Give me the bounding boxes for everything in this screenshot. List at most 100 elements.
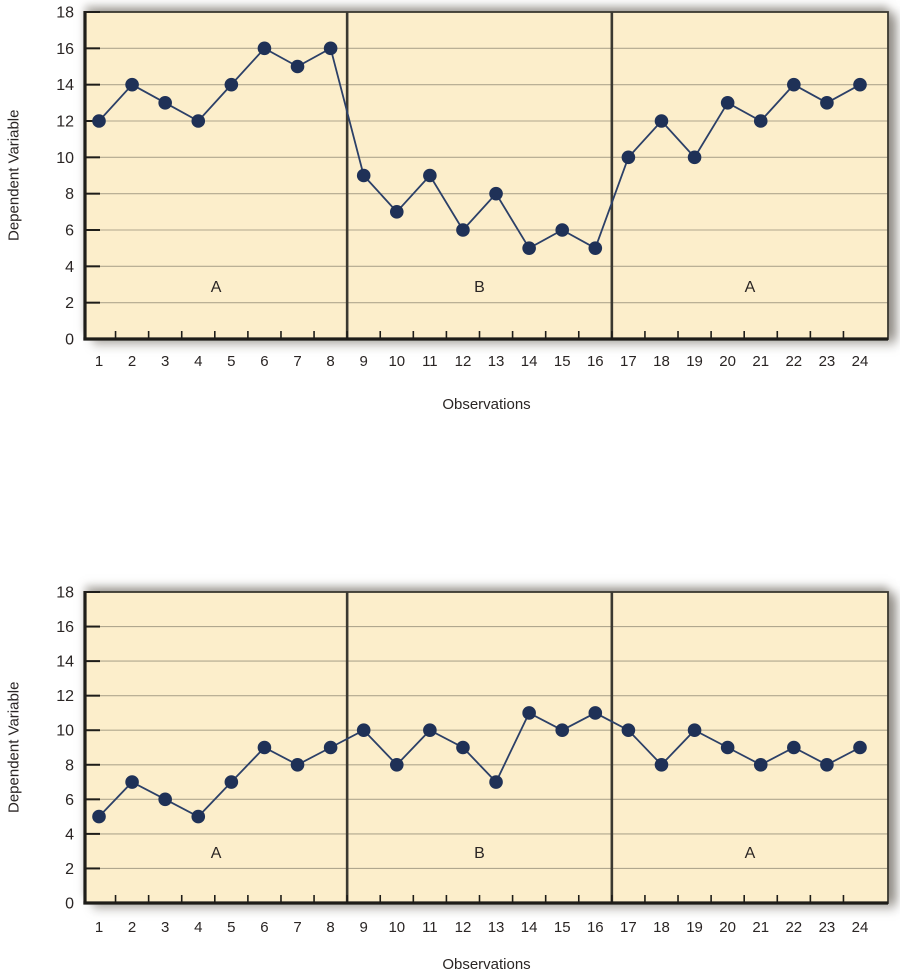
data-point — [621, 723, 636, 738]
series-line — [98, 46, 861, 250]
x-tick-label: 3 — [161, 919, 169, 936]
x-tick-label: 23 — [819, 919, 836, 936]
y-tick-label: 8 — [65, 186, 74, 203]
y-tick-label: 6 — [65, 223, 74, 240]
x-tick-label: 8 — [326, 919, 334, 936]
x-tick-label: 13 — [488, 353, 505, 370]
data-point — [853, 740, 867, 755]
x-tick-label: 7 — [293, 919, 301, 936]
data-point — [125, 77, 139, 92]
data-point — [753, 114, 768, 128]
y-tick-label: 0 — [65, 896, 74, 913]
data-point — [720, 740, 735, 755]
data-point — [323, 41, 338, 56]
data-point — [356, 723, 371, 738]
data-point — [323, 740, 338, 755]
x-tick-label: 14 — [521, 353, 538, 370]
x-tick-label: 23 — [819, 353, 836, 370]
x-tick-label: 9 — [360, 919, 368, 936]
x-tick-label: 11 — [422, 919, 438, 936]
x-tick-label: 1 — [95, 919, 103, 936]
x-tick-label: 22 — [785, 353, 802, 370]
data-point — [489, 775, 503, 789]
x-tick-label: 18 — [653, 353, 670, 370]
x-tick-label: 8 — [326, 353, 334, 370]
data-point — [389, 757, 404, 772]
data-point — [654, 114, 669, 128]
chart-1-x-axis-title: Observations — [442, 396, 531, 413]
y-tick-label: 10 — [56, 723, 74, 740]
x-tick-label: 18 — [653, 919, 670, 936]
x-tick-label: 3 — [161, 353, 169, 370]
chart-2-x-axis-title: Observations — [442, 956, 531, 973]
x-tick-label: 15 — [554, 919, 571, 936]
data-point — [654, 757, 669, 772]
x-tick-label: 10 — [388, 919, 405, 936]
data-point — [92, 114, 106, 128]
data-point — [820, 757, 834, 772]
data-point — [125, 775, 139, 789]
chart-2-plot-background — [85, 592, 888, 903]
x-tick-label: 10 — [388, 353, 405, 370]
data-point — [588, 241, 603, 255]
data-point — [191, 809, 206, 824]
x-tick-label: 14 — [521, 919, 538, 936]
phase-label: A — [745, 279, 756, 296]
data-point — [522, 241, 536, 255]
data-point — [621, 150, 636, 165]
y-tick-label: 18 — [56, 5, 74, 22]
data-point — [92, 809, 106, 824]
data-point — [820, 96, 834, 110]
phase-label: B — [474, 845, 485, 862]
x-tick-label: 6 — [260, 353, 268, 370]
x-tick-label: 5 — [227, 919, 235, 936]
x-tick-label: 15 — [554, 353, 571, 370]
x-tick-label: 19 — [686, 919, 703, 936]
data-point — [555, 723, 570, 738]
data-point — [356, 168, 371, 183]
x-tick-label: 2 — [128, 919, 136, 936]
data-point — [224, 77, 239, 92]
phase-label: A — [211, 279, 222, 296]
x-tick-label: 5 — [227, 353, 235, 370]
x-tick-label: 2 — [128, 353, 136, 370]
y-tick-label: 4 — [65, 826, 74, 843]
plot-frame — [84, 11, 889, 340]
phase-label: A — [211, 845, 222, 862]
data-point — [423, 168, 437, 183]
data-point — [588, 706, 603, 720]
y-tick-label: 12 — [56, 688, 74, 705]
data-point — [423, 723, 437, 738]
data-point — [787, 740, 801, 755]
phase-label: A — [745, 845, 756, 862]
x-tick-label: 17 — [620, 919, 637, 936]
y-tick-label: 18 — [56, 585, 74, 602]
data-point — [158, 96, 172, 110]
data-point — [522, 706, 536, 720]
x-tick-label: 4 — [194, 353, 202, 370]
x-tick-label: 1 — [95, 353, 103, 370]
x-tick-label: 24 — [852, 919, 869, 936]
x-tick-label: 19 — [686, 353, 703, 370]
data-point — [687, 150, 702, 165]
x-tick-label: 21 — [752, 353, 769, 370]
data-point — [753, 757, 768, 772]
y-tick-label: 16 — [56, 41, 74, 58]
data-point — [489, 186, 503, 201]
x-tick-label: 21 — [752, 919, 769, 936]
data-point — [257, 740, 272, 755]
x-tick-label: 20 — [719, 353, 736, 370]
data-point — [158, 792, 172, 807]
data-point — [389, 205, 404, 219]
x-tick-label: 4 — [194, 919, 202, 936]
x-tick-label: 24 — [852, 353, 869, 370]
y-tick-label: 12 — [56, 114, 74, 131]
x-tick-label: 12 — [455, 353, 472, 370]
data-point — [224, 775, 239, 789]
x-tick-label: 20 — [719, 919, 736, 936]
y-tick-label: 14 — [56, 654, 74, 671]
data-point — [687, 723, 702, 738]
x-tick-label: 9 — [360, 353, 368, 370]
